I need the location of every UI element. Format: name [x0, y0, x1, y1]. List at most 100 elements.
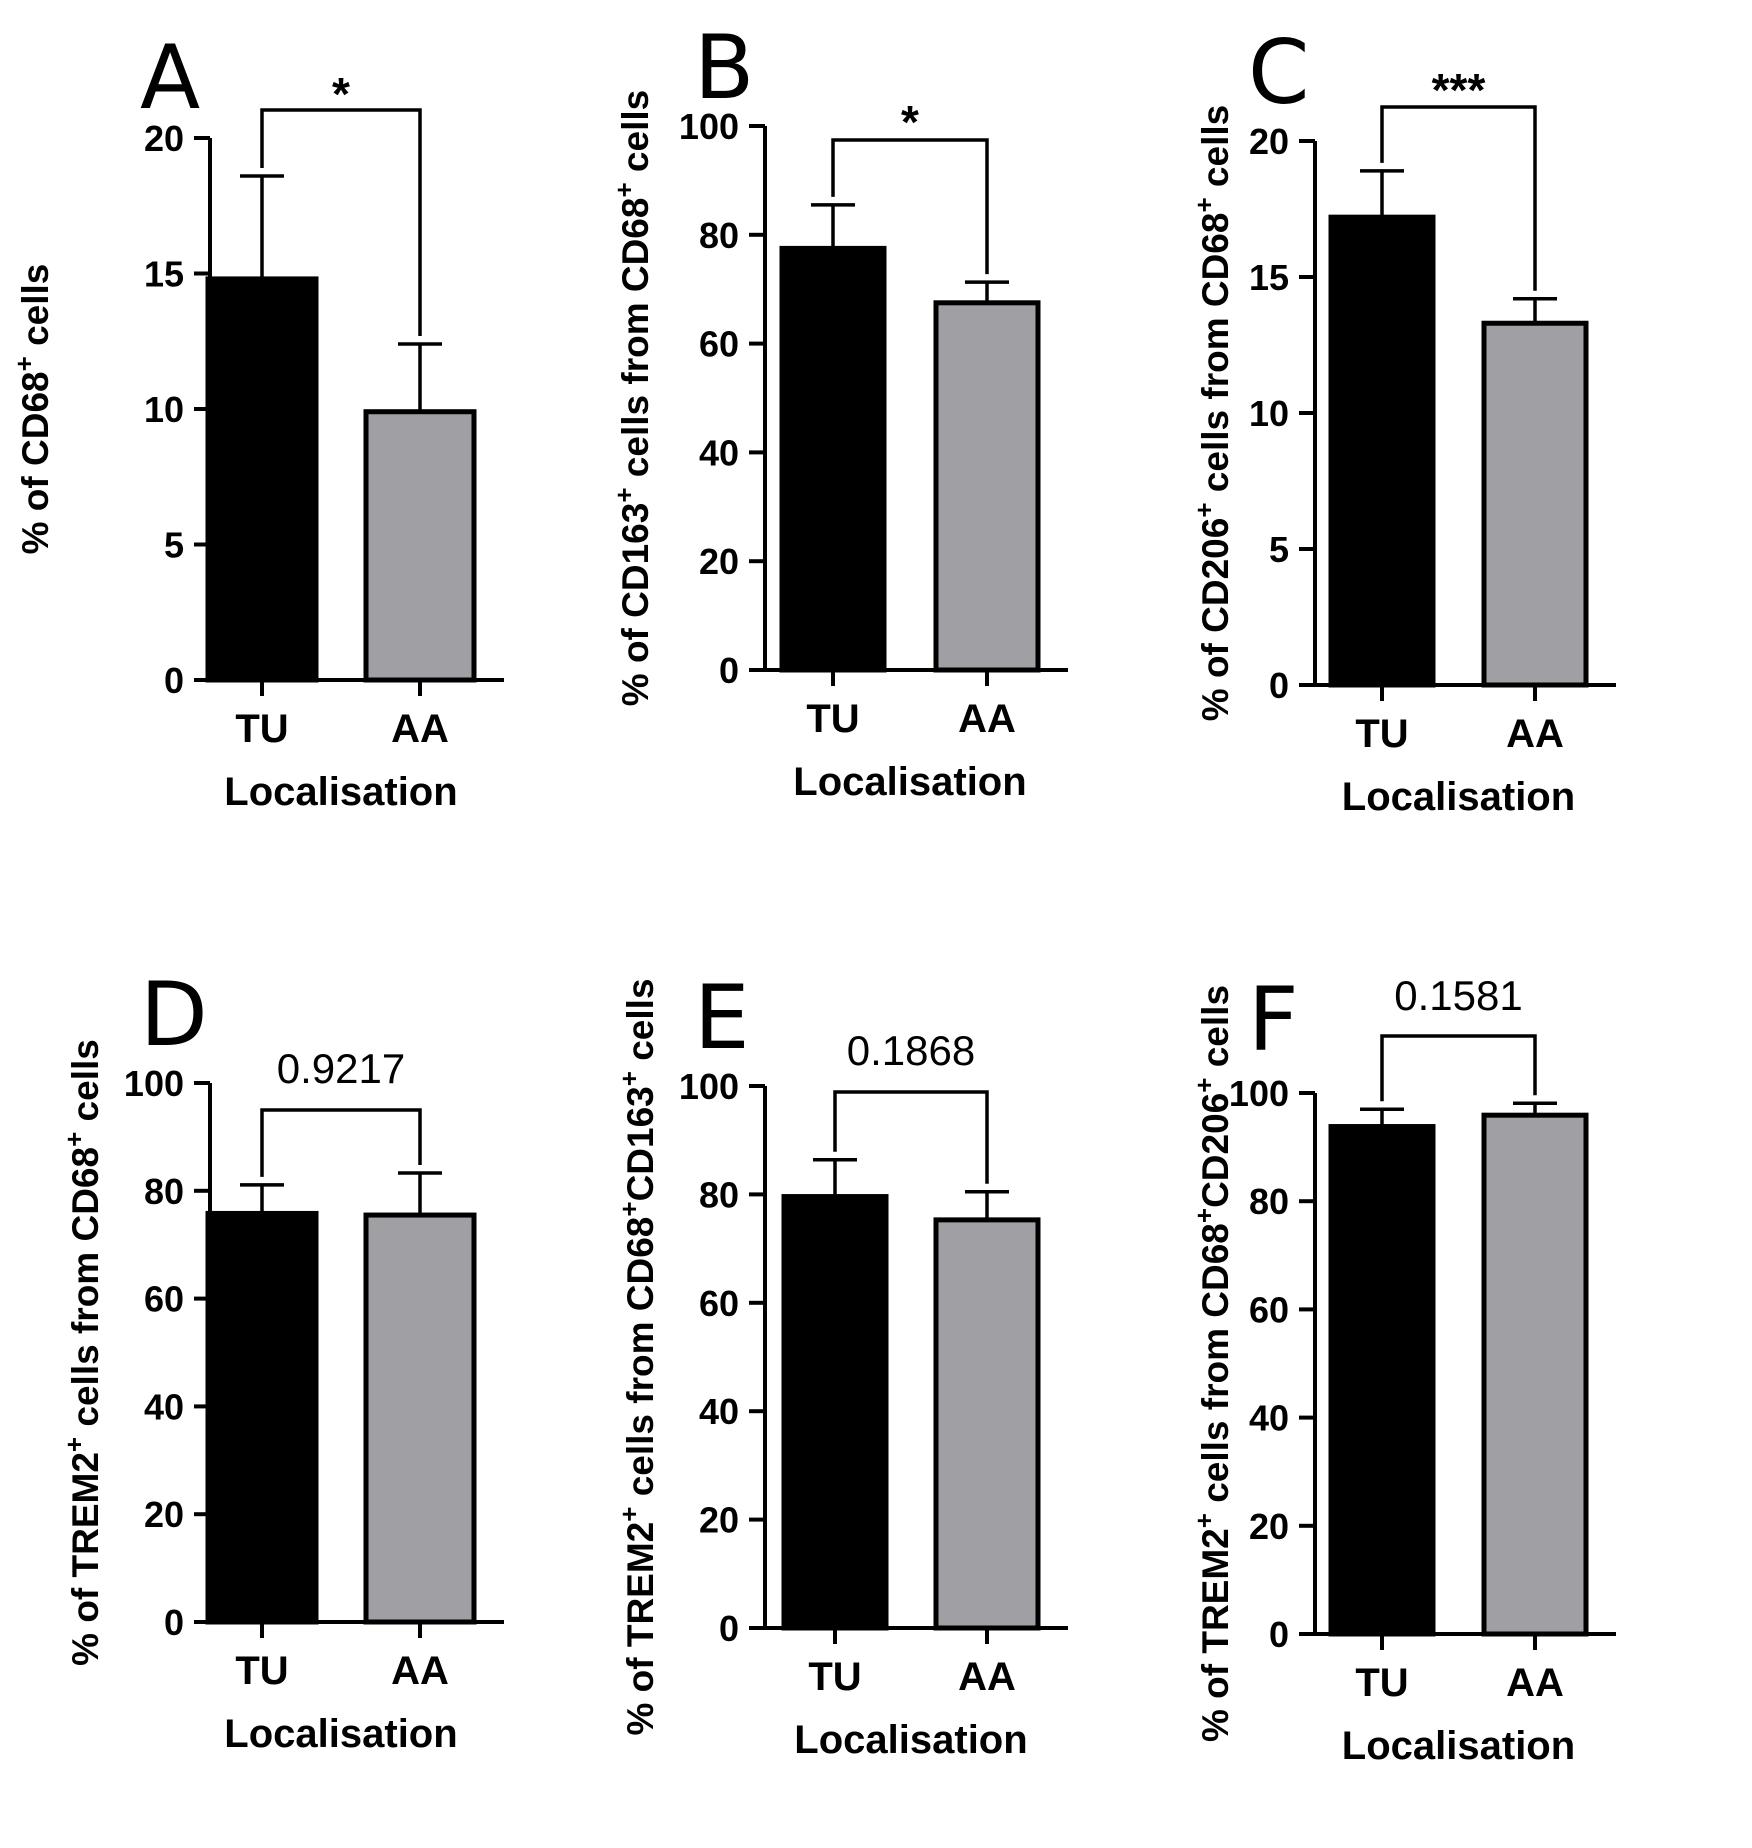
y-tick-label: 100 [679, 106, 739, 147]
y-tick-label: 10 [144, 389, 184, 430]
y-axis-title: % of CD206+ cells from CD68+ cells [1189, 105, 1236, 721]
x-axis-title: Localisation [224, 770, 457, 814]
x-axis-title: Localisation [224, 1712, 457, 1756]
y-axis-title-part: cells [65, 1039, 106, 1132]
significance-label: *** [1432, 64, 1486, 116]
y-tick-label: 60 [699, 324, 739, 365]
y-tick-label: 0 [164, 660, 184, 701]
y-tick-label: 20 [699, 541, 739, 582]
y-axis-title-superscript: + [1189, 1208, 1219, 1223]
y-tick-label: 100 [679, 1066, 739, 1107]
x-category-label: TU [1355, 1661, 1408, 1705]
bar-aa [363, 409, 477, 683]
y-axis-title-part: cells from CD68 [1195, 1223, 1236, 1513]
significance-bracket [1380, 105, 1537, 291]
bar-tu [781, 1194, 889, 1631]
y-axis-title-part: cells [1195, 105, 1236, 198]
y-tick-label: 0 [164, 1602, 184, 1643]
y-axis-title-part: % of CD206 [1195, 518, 1236, 722]
bar-tu [205, 276, 319, 683]
bar-aa [1481, 1112, 1589, 1637]
significance-label: * [901, 96, 919, 148]
y-tick-label: 0 [1269, 665, 1289, 706]
y-axis-title-part: cells from CD68 [1195, 213, 1236, 503]
x-category-label: AA [1506, 712, 1564, 756]
y-tick-label: 10 [1249, 393, 1289, 434]
y-axis-title-superscript: + [614, 1071, 644, 1086]
y-axis-title: % of TREM2+ cells from CD68+ cells [59, 1039, 106, 1666]
x-category-label: AA [958, 1655, 1016, 1699]
y-axis-title-superscript: + [609, 182, 639, 197]
bar-aa [363, 1212, 477, 1625]
y-tick-label: 80 [699, 1174, 739, 1215]
y-tick-label: 0 [719, 1608, 739, 1649]
bar-tu [1328, 214, 1436, 688]
panel-letter: D [140, 963, 208, 1066]
x-category-label: TU [808, 1655, 861, 1699]
significance-label: 0.1868 [847, 1027, 975, 1074]
y-tick-label: 60 [699, 1283, 739, 1324]
y-axis-title: % of CD68+ cells [9, 264, 56, 555]
x-category-label: AA [1506, 1661, 1564, 1705]
y-tick-label: 20 [144, 1494, 184, 1535]
x-category-label: AA [958, 697, 1016, 741]
y-axis-title: % of TREM2+ cells from CD68+CD163+ cells [614, 978, 661, 1735]
y-axis-title-part: cells [1195, 985, 1236, 1078]
y-axis-title-part: % of TREM2 [1195, 1528, 1236, 1742]
bar-aa [1481, 320, 1589, 688]
y-tick-label: 80 [1249, 1181, 1289, 1222]
y-tick-label: 15 [1249, 257, 1289, 298]
y-tick-label: 15 [144, 254, 184, 295]
y-axis-title-superscript: + [1189, 1513, 1219, 1528]
bar-tu [1328, 1124, 1436, 1637]
bar-aa [933, 300, 1041, 673]
y-axis-title-superscript: + [1189, 197, 1219, 212]
significance-bracket [833, 1090, 989, 1184]
x-axis-title: Localisation [1342, 1724, 1575, 1768]
bar-tu [205, 1210, 319, 1625]
y-tick-label: 20 [699, 1500, 739, 1541]
y-axis-title-superscript: + [1189, 502, 1219, 517]
y-axis-title-part: cells [615, 90, 656, 183]
bar-aa [933, 1217, 1041, 1631]
y-tick-label: 80 [699, 215, 739, 256]
significance-bracket [1380, 1034, 1537, 1102]
panel-letter: B [694, 16, 754, 119]
y-axis-title-part: % of CD68 [15, 371, 56, 554]
significance-bracket [260, 1108, 422, 1177]
significance-bracket [260, 108, 422, 336]
y-axis-title-superscript: + [609, 487, 639, 502]
y-tick-label: 0 [1269, 1614, 1289, 1655]
y-tick-label: 20 [1249, 121, 1289, 162]
y-axis-title-part: % of TREM2 [65, 1452, 106, 1666]
significance-label: 0.1581 [1394, 972, 1522, 1019]
y-tick-label: 40 [699, 1391, 739, 1432]
y-axis-title-superscript: + [614, 1507, 644, 1522]
y-axis-title-part: cells [620, 978, 661, 1071]
y-axis-title-part: cells from CD68 [65, 1147, 106, 1437]
significance-label: * [332, 68, 350, 120]
y-axis-title-superscript: + [59, 1132, 89, 1147]
y-tick-label: 40 [1249, 1398, 1289, 1439]
panel-letter: F [1248, 968, 1299, 1071]
significance-label: 0.9217 [277, 1045, 405, 1092]
y-axis-title: % of TREM2+ cells from CD68+CD206+ cells [1189, 985, 1236, 1742]
y-tick-label: 60 [1249, 1289, 1289, 1330]
y-tick-label: 80 [144, 1171, 184, 1212]
y-tick-label: 20 [144, 118, 184, 159]
y-tick-label: 100 [1229, 1073, 1289, 1114]
y-tick-label: 5 [1269, 529, 1289, 570]
y-tick-label: 0 [719, 650, 739, 691]
y-axis-title: % of CD163+ cells from CD68+ cells [609, 90, 656, 706]
y-axis-title-part: cells from CD68 [615, 198, 656, 488]
y-tick-label: 40 [144, 1386, 184, 1427]
y-tick-label: 5 [164, 525, 184, 566]
x-category-label: TU [1355, 712, 1408, 756]
x-category-label: AA [391, 1649, 449, 1693]
y-axis-title-superscript: + [614, 1201, 644, 1216]
